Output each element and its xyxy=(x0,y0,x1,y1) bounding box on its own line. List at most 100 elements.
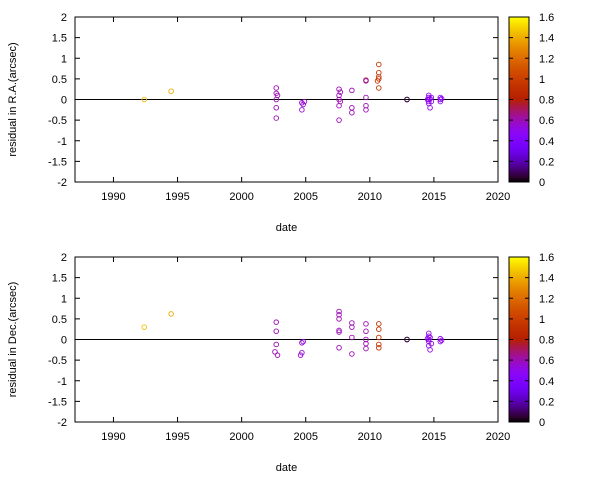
y-tick-label: 1 xyxy=(61,293,67,305)
x-tick-label: 1990 xyxy=(101,191,125,203)
data-point xyxy=(363,328,369,335)
data-point xyxy=(141,324,147,330)
data-point xyxy=(363,107,369,113)
data-point xyxy=(336,327,342,334)
colorbar-tick-label: 0.8 xyxy=(539,95,554,107)
data-point xyxy=(376,85,382,91)
x-tick-label: 2010 xyxy=(358,431,382,443)
data-point xyxy=(299,340,305,346)
data-point xyxy=(363,94,369,101)
data-point xyxy=(376,334,382,341)
y-tick-label: -1.5 xyxy=(48,396,67,408)
colorbar-tick-label: 1.6 xyxy=(539,252,554,264)
y-tick-label: -2 xyxy=(57,177,67,189)
y-tick-label: -2 xyxy=(57,417,67,429)
data-point xyxy=(336,86,342,92)
colorbar-tick-label: 0 xyxy=(539,177,545,189)
data-point xyxy=(376,341,382,348)
data-point xyxy=(363,321,369,327)
colorbar-tick-label: 1.6 xyxy=(539,12,554,24)
data-point xyxy=(273,341,279,348)
y-tick-label: 0 xyxy=(61,335,67,347)
data-point xyxy=(363,78,369,84)
x-tick-label: 2005 xyxy=(293,431,317,443)
x-tick-label: 2000 xyxy=(229,191,253,203)
data-point xyxy=(337,98,344,105)
y-tick-label: 0 xyxy=(61,95,67,107)
data-point xyxy=(274,92,281,99)
data-point xyxy=(376,321,382,327)
data-point xyxy=(273,328,279,335)
data-point xyxy=(336,312,342,318)
data-point xyxy=(349,324,355,330)
data-point xyxy=(168,88,174,94)
data-point xyxy=(349,104,355,111)
data-point xyxy=(424,335,431,342)
data-point xyxy=(272,349,278,355)
data-point xyxy=(300,338,306,345)
y-tick-label: -0.5 xyxy=(48,115,67,127)
colorbar-tick-label: 1.4 xyxy=(539,33,554,45)
data-point xyxy=(168,311,174,317)
data-point xyxy=(336,329,342,335)
data-point xyxy=(437,338,444,345)
colorbar-tick-label: 0.6 xyxy=(539,355,554,367)
data-point xyxy=(297,352,304,358)
y-tick-label: 0.5 xyxy=(52,74,67,86)
data-point xyxy=(404,96,410,103)
data-point xyxy=(349,320,355,326)
colorbar-tick-label: 1.2 xyxy=(539,293,554,305)
data-point xyxy=(273,104,279,111)
data-point xyxy=(363,336,369,343)
data-point xyxy=(336,117,342,123)
data-point xyxy=(273,319,279,325)
x-tick-label: 2015 xyxy=(422,431,446,443)
panel-2: -2 -1.5 -1 -0.5 0 0.5 1 1.5 2 1990 1995 2000 2005 201… xyxy=(7,252,554,474)
y-tick-label: -1.5 xyxy=(48,156,67,168)
data-point xyxy=(141,96,147,103)
data-point xyxy=(427,347,433,353)
y-tick-label: 2 xyxy=(61,12,67,24)
y-tick-label: 1 xyxy=(61,53,67,65)
data-point xyxy=(337,89,344,95)
data-point xyxy=(374,78,381,84)
x-tick-label: 2015 xyxy=(422,191,446,203)
data-point xyxy=(349,351,355,357)
colorbar-tick-label: 0.6 xyxy=(539,115,554,127)
y-tick-label: -1 xyxy=(57,376,67,388)
data-point xyxy=(427,104,433,111)
data-point xyxy=(336,316,342,322)
data-point xyxy=(273,115,279,121)
colorbar-tick-label: 1 xyxy=(539,74,545,86)
data-point xyxy=(349,87,355,94)
y-tick-label: 2 xyxy=(61,252,67,264)
data-point xyxy=(424,96,431,103)
x-tick-label: 2010 xyxy=(358,191,382,203)
colorbar-tick-label: 1.4 xyxy=(539,273,554,285)
data-point xyxy=(299,107,305,113)
data-point xyxy=(438,95,445,102)
colorbar-tick-label: 1.2 xyxy=(539,53,554,65)
y-axis-label: residual in R.A.(arcsec) xyxy=(7,42,19,156)
data-point xyxy=(427,95,433,102)
colorbar-tick-label: 0.8 xyxy=(539,335,554,347)
y-axis-label: residual in Dec.(arcsec) xyxy=(7,282,19,398)
panel-1: -2 -1.5 -1 -0.5 0 0.5 1 1.5 2 1990 1995 2000 2005 201… xyxy=(7,12,554,234)
colorbar-tick-label: 0.2 xyxy=(539,156,554,168)
data-point xyxy=(437,94,444,101)
x-tick-label: 2020 xyxy=(486,191,510,203)
data-point xyxy=(301,98,308,105)
x-tick-label: 1990 xyxy=(101,431,125,443)
data-point xyxy=(274,352,281,358)
x-tick-label: 2005 xyxy=(293,191,317,203)
x-axis-label: date xyxy=(276,462,297,474)
x-tick-label: 2000 xyxy=(229,431,253,443)
data-point xyxy=(363,345,369,352)
data-point xyxy=(376,61,382,68)
data-point xyxy=(437,98,444,105)
data-point xyxy=(273,85,279,91)
data-point xyxy=(336,308,342,315)
data-point xyxy=(336,92,342,99)
data-point xyxy=(349,109,355,116)
